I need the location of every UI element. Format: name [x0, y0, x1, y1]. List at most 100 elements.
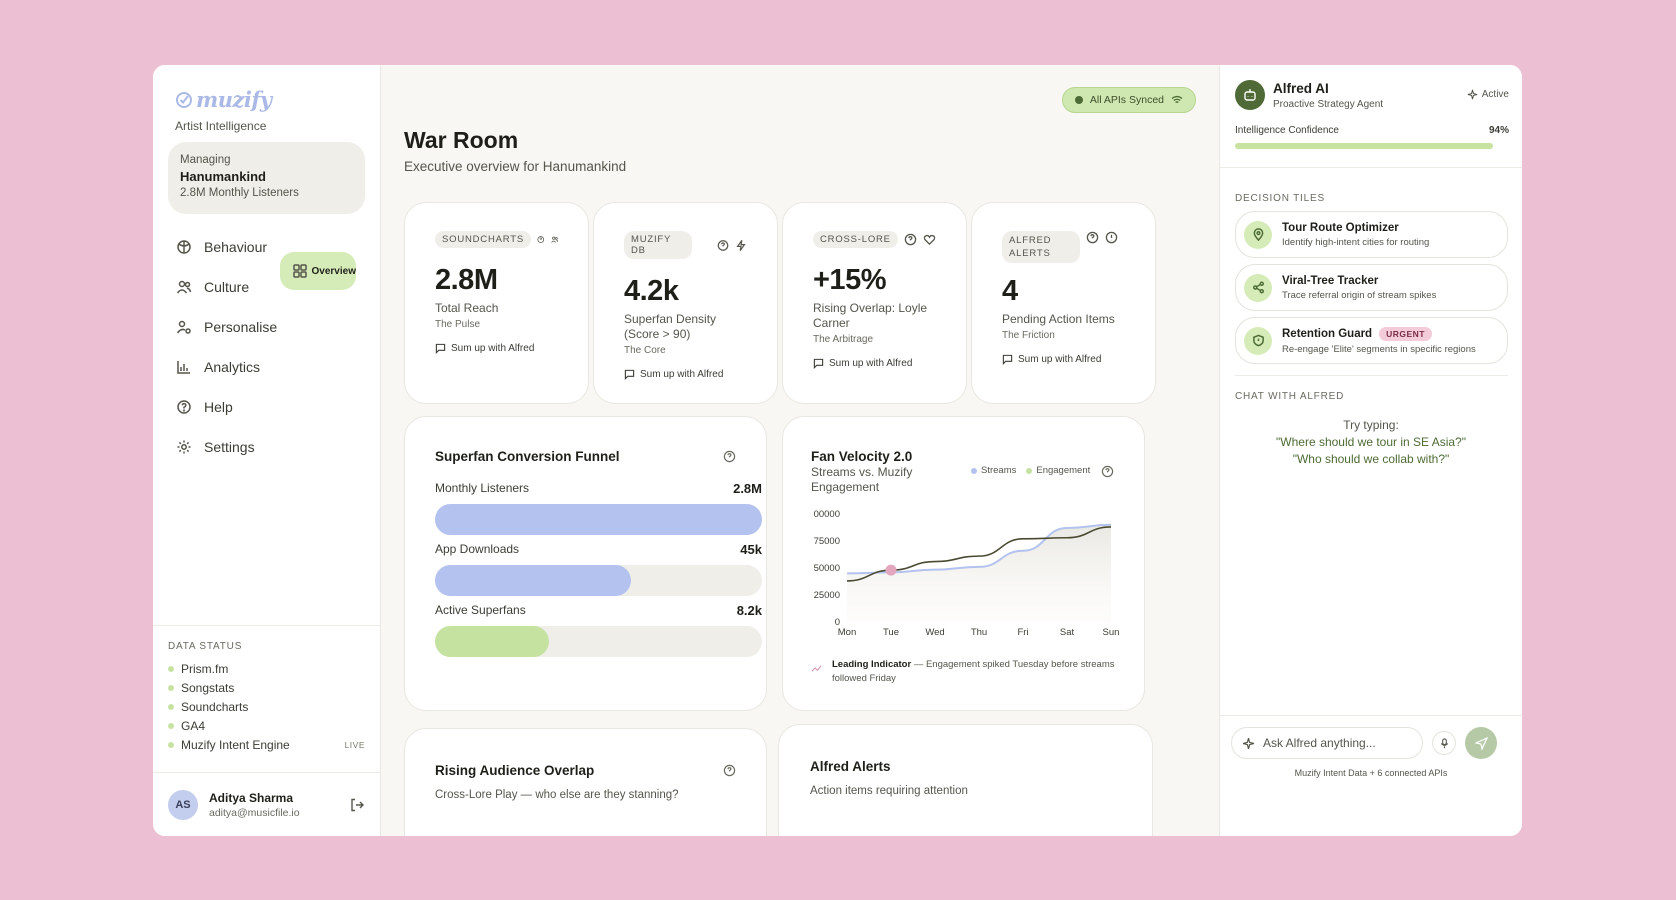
tile-icon-wrap — [1244, 273, 1272, 302]
y-tick-label: 75000 — [814, 536, 840, 547]
tile-tour-route[interactable]: Tour Route Optimizer Identify high-intent… — [1235, 211, 1508, 258]
sync-status-badge[interactable]: All APIs Synced — [1061, 87, 1196, 113]
chart-legend: Streams Engagement — [971, 465, 1090, 476]
help-icon[interactable] — [717, 239, 729, 252]
alerts-panel: Alfred Alerts Action items requiring att… — [778, 724, 1153, 836]
compass-icon — [177, 240, 191, 254]
alfred-status: Active — [1467, 89, 1509, 100]
stat-card-density[interactable]: MUZIFY DB 4.2k Superfan Density (Score >… — [593, 202, 778, 404]
stat-subtitle: The Arbitrage — [813, 334, 874, 345]
sum-up-button[interactable]: Sum up with Alfred — [624, 369, 747, 380]
tile-icon-wrap — [1244, 220, 1272, 249]
stat-card-overlap[interactable]: CROSS-LORE +15% Rising Overlap: Loyle Ca… — [782, 202, 967, 404]
logout-icon[interactable] — [349, 797, 365, 813]
brand-logo[interactable]: muzify — [175, 87, 272, 112]
live-badge: LIVE — [344, 739, 365, 750]
x-tick-label: Wed — [925, 627, 944, 638]
source-tag: SOUNDCHARTS — [435, 231, 531, 248]
alfred-header: Alfred AI Proactive Strategy Agent — [1235, 80, 1383, 110]
sum-up-button[interactable]: Sum up with Alfred — [813, 358, 936, 369]
tile-retention-guard[interactable]: Retention Guard URGENT Re-engage 'Elite' s… — [1235, 317, 1508, 364]
nav-culture[interactable]: Culture — [164, 268, 369, 306]
help-icon[interactable] — [537, 233, 545, 246]
divider — [1235, 375, 1508, 376]
alert-icon — [1105, 231, 1118, 244]
bot-avatar — [1235, 80, 1265, 110]
help-icon[interactable] — [904, 233, 917, 246]
funnel-panel: Superfan Conversion Funnel Monthly Liste… — [404, 416, 767, 711]
send-button[interactable] — [1465, 727, 1497, 759]
tile-title: Viral-Tree Tracker — [1282, 274, 1379, 287]
stat-card-reach[interactable]: SOUNDCHARTS 2.8M Total Reach The Pulse S… — [404, 202, 589, 404]
data-source: Prism.fm — [168, 659, 365, 678]
source-label: Muzify Intent Engine — [181, 737, 290, 752]
velocity-subtitle: Streams vs. Muzify Engagement — [811, 465, 913, 494]
mic-button[interactable] — [1432, 731, 1456, 755]
stat-card-alerts[interactable]: ALFRED ALERTS 4 Pending Action Items The… — [971, 202, 1156, 404]
artist-listeners: 2.8M Monthly Listeners — [180, 187, 299, 199]
nav-overview[interactable]: Overview — [279, 252, 356, 290]
nav-behaviour[interactable]: Behaviour — [164, 228, 369, 266]
insight-title: Leading Indicator — [832, 659, 912, 670]
decision-title: DECISION TILES — [1235, 193, 1325, 204]
nav-settings[interactable]: Settings — [164, 428, 369, 466]
stat-value: +15% — [813, 264, 886, 296]
sync-label: All APIs Synced — [1089, 94, 1164, 106]
help-icon[interactable] — [1101, 465, 1114, 478]
gear-icon — [177, 440, 191, 454]
nav-personalise[interactable]: Personalise — [164, 308, 369, 346]
user-profile: AS Aditya Sharma aditya@musicfile.io — [153, 772, 380, 836]
sum-up-label: Sum up with Alfred — [451, 343, 535, 354]
nav-analytics[interactable]: Analytics — [164, 348, 369, 386]
chat-input[interactable]: Ask Alfred anything... — [1231, 727, 1423, 759]
grid-icon — [292, 264, 307, 278]
y-tick-label: 0 — [835, 617, 840, 628]
chat-suggestions: Try typing: "Where should we tour in SE … — [1220, 417, 1522, 468]
shield-icon — [1252, 334, 1264, 347]
status-dot — [168, 722, 174, 729]
user-settings-icon — [176, 320, 191, 334]
urgent-badge: URGENT — [1379, 326, 1432, 341]
nav-label: Personalise — [204, 319, 278, 335]
funnel-bar — [435, 565, 632, 596]
data-status: DATA STATUS Prism.fm Songstats Soundchar… — [153, 625, 380, 769]
artist-switcher[interactable]: Managing Hanumankind 2.8M Monthly Listen… — [168, 142, 365, 214]
highlight-point — [885, 564, 897, 576]
avatar[interactable]: AS — [168, 789, 198, 820]
tile-desc: Trace referral origin of stream spikes — [1282, 289, 1437, 301]
sparkle-icon — [1467, 89, 1477, 100]
alerts-title: Alfred Alerts — [810, 759, 891, 774]
help-icon[interactable] — [723, 764, 736, 777]
y-tick-label: 00000 — [814, 509, 840, 520]
help-icon[interactable] — [1086, 231, 1099, 244]
chart-insight: Leading Indicator — Engagement spiked Tu… — [811, 658, 1121, 686]
legend-label: Engagement — [1036, 465, 1091, 476]
nav-help[interactable]: Help — [164, 388, 369, 426]
stat-value: 4.2k — [624, 275, 679, 307]
tile-viral-tree[interactable]: Viral-Tree Tracker Trace referral origin … — [1235, 264, 1508, 311]
tile-desc: Re-engage 'Elite' segments in specific r… — [1282, 343, 1476, 355]
sum-up-button[interactable]: Sum up with Alfred — [1002, 354, 1125, 365]
confidence-value: 94% — [1488, 125, 1509, 136]
sum-up-label: Sum up with Alfred — [829, 358, 913, 369]
bar-chart-icon — [177, 361, 190, 374]
overlap-panel: Rising Audience Overlap Cross-Lore Play … — [404, 728, 767, 836]
suggestion-collab[interactable]: "Who should we collab with?" — [1292, 452, 1450, 466]
status-dot — [168, 665, 174, 672]
suggestion-tour[interactable]: "Where should we tour in SE Asia?" — [1276, 435, 1466, 449]
y-tick-label: 25000 — [814, 590, 840, 601]
app-window: muzify Artist Intelligence Managing Hanu… — [153, 65, 1522, 836]
stat-label: Rising Overlap: Loyle Carner — [813, 301, 928, 330]
stat-value: 2.8M — [435, 264, 498, 296]
funnel-track — [435, 626, 762, 657]
source-label: Prism.fm — [181, 661, 229, 676]
help-icon[interactable] — [723, 450, 736, 463]
source-label: GA4 — [181, 718, 206, 733]
x-tick-label: Mon — [838, 627, 856, 638]
artist-name: Hanumankind — [180, 169, 266, 184]
sum-up-button[interactable]: Sum up with Alfred — [435, 343, 558, 354]
chat-icon — [813, 358, 824, 369]
status-dot — [168, 703, 174, 710]
try-label: Try typing: — [1343, 418, 1399, 432]
